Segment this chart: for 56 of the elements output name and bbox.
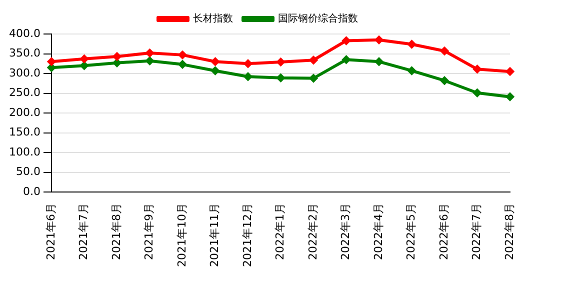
point [440,76,448,85]
point [440,46,448,55]
point [244,72,252,81]
y-tick-label: 300.0 [8,66,40,80]
x-tick-label: 2021年11月 [208,203,222,268]
x-tick-label: 2021年9月 [142,203,156,260]
point [342,56,350,64]
point [408,40,416,48]
point [375,36,383,44]
x-tick-label: 2021年7月 [77,203,90,260]
y-tick-label: 200.0 [8,106,40,119]
x-tick-label: 2022年7月 [470,203,484,260]
point [342,36,350,45]
x-tick-label: 2022年6月 [437,203,450,260]
point [276,74,285,82]
x-tick-label: 2021年6月 [44,203,58,260]
y-tick-label: 50.0 [16,165,40,178]
y-tick-label: 100.0 [8,145,40,158]
x-tick-label: 2022年8月 [502,203,516,260]
point [47,64,56,72]
y-tick-label: 400.0 [8,26,40,40]
point [112,58,121,67]
point [276,58,285,66]
legend-label: 国际钢价综合指数 [278,12,358,25]
y-tick-label: 0.0 [22,184,40,198]
point [178,60,186,68]
y-tick-label: 150.0 [8,126,40,139]
point [506,68,514,76]
x-tick-label: 2022年4月 [372,203,385,260]
point [211,58,220,66]
x-tick-label: 2021年12月 [240,203,254,268]
point [80,54,88,63]
point [47,58,56,66]
point [309,74,318,82]
x-tick-label: 2022年5月 [404,203,418,260]
point [244,60,252,68]
y-tick-label: 350.0 [8,46,40,60]
point [375,58,383,66]
x-tick-label: 2022年1月 [274,203,287,260]
x-tick-label: 2022年3月 [339,203,352,260]
point [211,66,220,75]
point [146,48,154,57]
point [506,92,514,101]
x-tick-label: 2021年8月 [110,203,123,260]
point [473,65,482,74]
point [146,56,154,65]
point [112,52,121,61]
point [178,50,186,59]
point [80,62,88,70]
point [309,56,318,64]
x-tick-label: 2022年2月 [306,203,320,260]
x-tick-label: 2021年10月 [175,203,188,268]
point [408,66,416,75]
y-tick-label: 250.0 [8,86,40,100]
legend-label: 长材指数 [193,12,233,25]
point [473,88,482,97]
